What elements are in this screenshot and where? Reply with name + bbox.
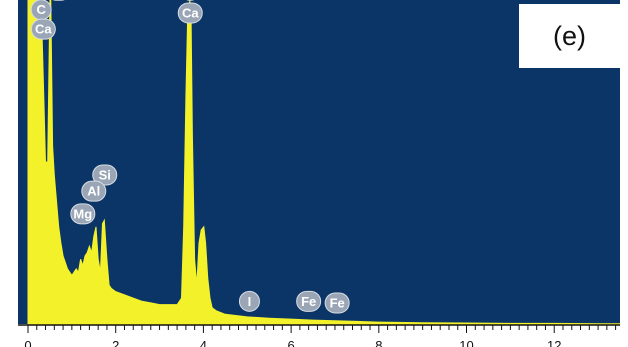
peak-label-marker xyxy=(30,18,56,40)
x-tick-label: 12 xyxy=(547,338,561,347)
peak-label-text: Ca xyxy=(35,22,52,37)
peak-label-marker xyxy=(296,290,322,312)
x-tick-label: 0 xyxy=(24,338,31,347)
peak-label-ca: Ca xyxy=(30,18,56,40)
x-tick-label: 2 xyxy=(112,338,119,347)
x-tick-label: 6 xyxy=(287,338,294,347)
peak-label-text: Fe xyxy=(301,294,316,309)
peak-label-fe: Fe xyxy=(296,290,322,312)
peak-label-text: I xyxy=(248,294,252,309)
peak-label-si: Si xyxy=(92,164,118,186)
peak-label-fe: Fe xyxy=(324,292,350,314)
peak-label-text: Si xyxy=(99,167,111,182)
peak-label-text: Fe xyxy=(330,295,345,310)
peak-label-text: Al xyxy=(87,184,100,199)
peak-labels: FeCCaSiAlMgICaIFeFe xyxy=(30,0,350,314)
peak-label-marker xyxy=(324,292,350,314)
x-tick-label: 8 xyxy=(375,338,382,347)
spectrum-trace xyxy=(27,0,621,325)
x-tick-label: 10 xyxy=(459,338,473,347)
peak-label-text: C xyxy=(36,2,46,17)
peak-label-c: C xyxy=(30,0,52,21)
peak-label-marker xyxy=(92,164,118,186)
peak-label-mg: Mg xyxy=(70,203,96,225)
peak-label-al: Al xyxy=(81,180,107,202)
peak-label-text: Mg xyxy=(73,206,92,221)
peak-label-ca: Ca xyxy=(177,2,203,24)
peak-label-i: I xyxy=(238,290,260,312)
x-axis: 0 2 4 6 8 10 12 xyxy=(18,324,620,347)
peak-label-marker xyxy=(238,290,260,312)
panel-label: (e) xyxy=(519,4,620,68)
peak-label-marker xyxy=(81,180,107,202)
peak-label-marker xyxy=(177,2,203,24)
peak-label-text: Ca xyxy=(182,5,199,20)
x-tick-label: 4 xyxy=(200,338,207,347)
peak-label-marker xyxy=(70,203,96,225)
